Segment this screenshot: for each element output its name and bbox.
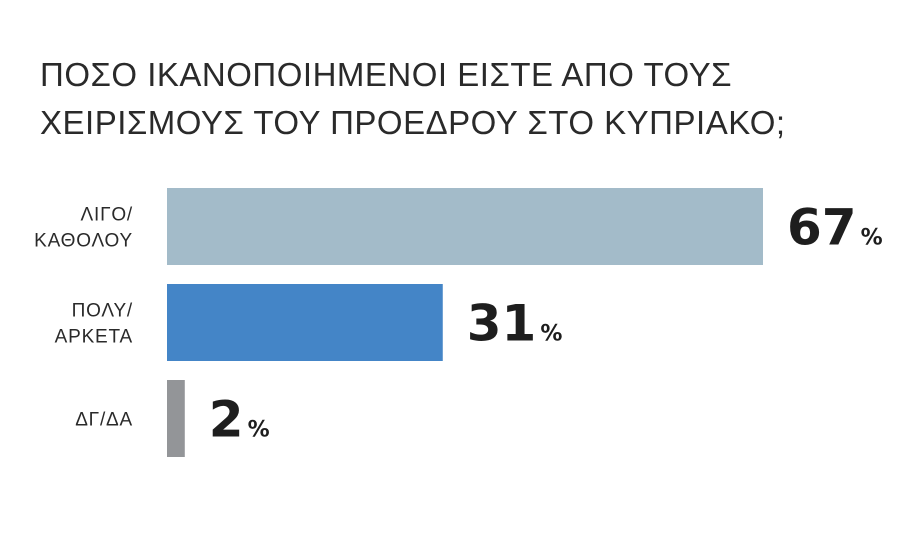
data-label-value: 67 [787, 199, 857, 257]
chart-title-line-2: ΧΕΙΡΙΣΜΟΥΣ ΤΟΥ ΠΡΟΕΔΡΟΥ ΣΤΟ ΚΥΠΡΙΑΚΟ; [40, 104, 786, 141]
bar-row: ΠΟΛΥ/ΑΡΚΕΤΑ 31% [55, 284, 563, 361]
data-label-unit: % [248, 418, 270, 443]
chart-title: ΠΟΣΟ ΙΚΑΝΟΠΟΙΗΜΕΝΟΙ ΕΙΣΤΕ ΑΠΟ ΤΟΥΣ ΧΕΙΡΙΣ… [40, 56, 786, 141]
chart-title-line-1: ΠΟΣΟ ΙΚΑΝΟΠΟΙΗΜΕΝΟΙ ΕΙΣΤΕ ΑΠΟ ΤΟΥΣ [40, 56, 732, 93]
data-label-unit: % [540, 322, 562, 347]
data-label: 67% [787, 199, 883, 257]
category-label: ΛΙΓΟ/ [81, 205, 134, 226]
bar [167, 188, 763, 265]
data-label-unit: % [861, 226, 883, 251]
data-label-value: 2 [209, 391, 244, 449]
bar-row: ΔΓ/ΔΑ 2% [75, 380, 270, 457]
bar [167, 284, 443, 361]
data-label: 31% [467, 295, 563, 353]
data-label: 2% [209, 391, 270, 449]
bar-row: ΛΙΓΟ/ΚΑΘΟΛΟΥ 67% [34, 188, 883, 265]
category-label: ΚΑΘΟΛΟΥ [34, 231, 133, 252]
data-label-value: 31 [467, 295, 537, 353]
category-label: ΑΡΚΕΤΑ [55, 327, 133, 348]
bars: ΛΙΓΟ/ΚΑΘΟΛΟΥ 67 % ΠΟΛΥ/ΑΡΚΕΤΑ 31 % ΔΓ/ΔΑ 2% [34, 188, 883, 457]
category-label: ΔΓ/ΔΑ [75, 410, 133, 431]
bar [167, 380, 185, 457]
category-label: ΠΟΛΥ/ [72, 301, 133, 322]
